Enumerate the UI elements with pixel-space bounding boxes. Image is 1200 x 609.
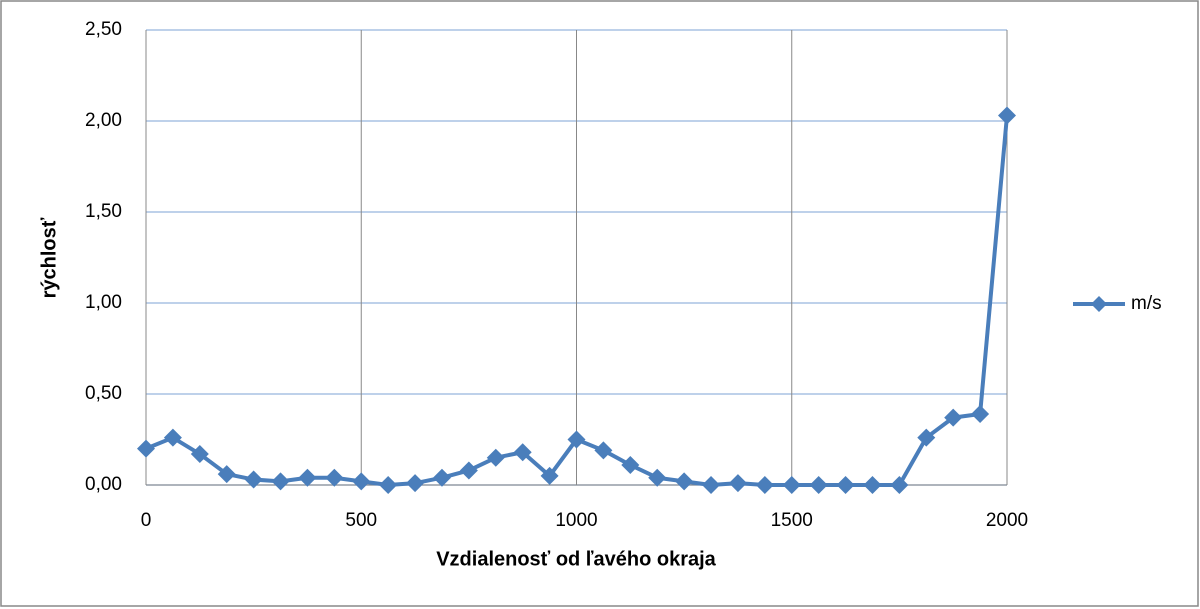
data-point <box>836 476 855 494</box>
data-point <box>432 468 451 487</box>
data-point <box>702 476 721 494</box>
data-point <box>594 441 613 460</box>
data-point <box>298 468 317 487</box>
data-point <box>459 461 478 480</box>
data-point <box>728 474 747 493</box>
x-tick-label: 0 <box>141 510 152 531</box>
data-point <box>217 465 236 484</box>
y-tick-label: 2,50 <box>85 19 122 40</box>
y-tick-label: 1,00 <box>85 292 122 313</box>
data-point <box>863 476 882 494</box>
x-tick-label: 1500 <box>771 510 813 531</box>
data-point <box>540 466 559 485</box>
y-tick-label: 2,00 <box>85 110 122 131</box>
legend-marker <box>1091 296 1107 312</box>
data-point <box>971 405 990 424</box>
data-point <box>755 476 774 494</box>
data-point <box>944 408 963 427</box>
data-point <box>621 455 640 474</box>
data-point <box>809 476 828 494</box>
legend-label: m/s <box>1131 293 1162 314</box>
data-point <box>648 468 667 487</box>
data-point <box>513 443 532 462</box>
data-point <box>890 476 909 494</box>
data-point <box>325 468 344 487</box>
data-point <box>271 472 290 491</box>
y-tick-label: 0,00 <box>85 474 122 495</box>
data-point <box>998 106 1016 125</box>
data-point <box>917 428 936 447</box>
x-tick-label: 1000 <box>555 510 597 531</box>
data-point <box>137 439 155 458</box>
data-point <box>675 472 694 491</box>
data-point <box>379 476 398 494</box>
data-point <box>163 428 182 447</box>
data-point <box>406 474 425 493</box>
y-tick-label: 0,50 <box>85 383 122 404</box>
y-tick-label: 1,50 <box>85 201 122 222</box>
data-point <box>352 472 371 491</box>
data-point <box>244 470 263 489</box>
x-tick-label: 2000 <box>986 510 1028 531</box>
data-point <box>190 445 209 464</box>
data-point <box>567 430 586 449</box>
data-point <box>782 476 801 494</box>
data-point <box>486 448 505 467</box>
x-axis-label: Vzdialenosť od ľavého okraja <box>436 548 716 570</box>
x-tick-label: 500 <box>345 510 377 531</box>
y-axis-label: rýchlosť <box>38 217 60 298</box>
